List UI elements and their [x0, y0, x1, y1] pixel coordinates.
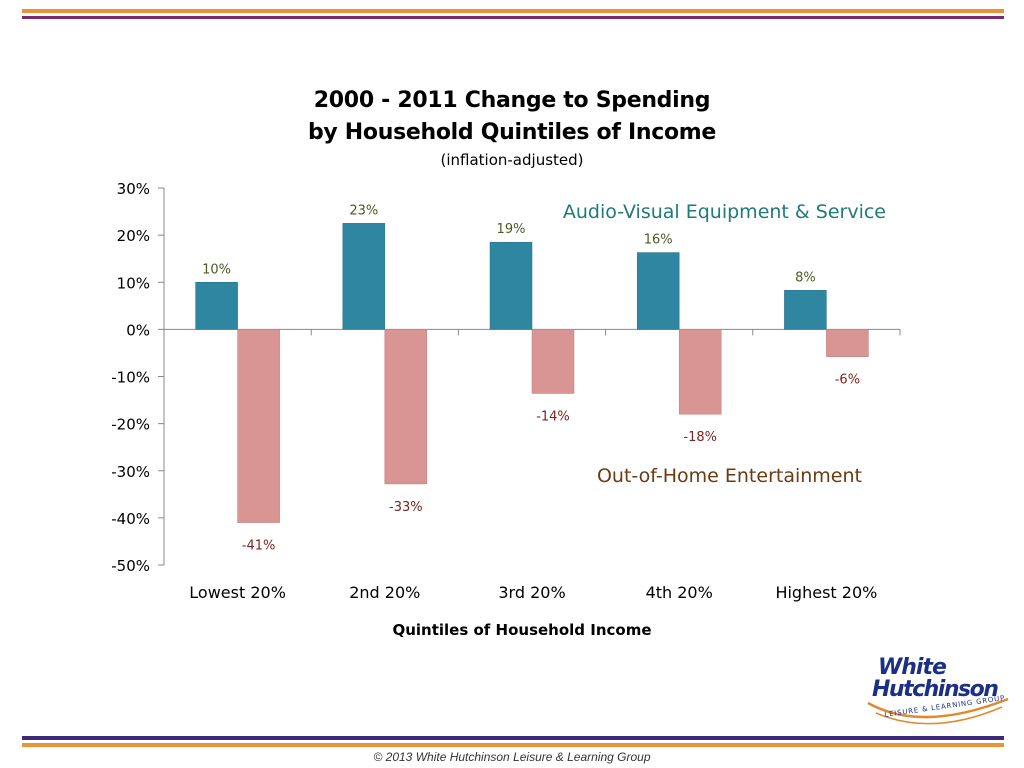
y-tick-label: -30% [111, 463, 150, 481]
x-category-label: 3rd 20% [498, 583, 565, 602]
data-label-out-of-home: -14% [536, 409, 570, 424]
y-tick-label: 0% [126, 321, 150, 339]
chart-title-line2: by Household Quintiles of Income [307, 120, 717, 145]
bar-audio-visual [195, 282, 238, 330]
bar-audio-visual [342, 223, 386, 330]
x-category-label: Highest 20% [775, 583, 877, 602]
data-label-out-of-home: -33% [389, 500, 423, 515]
footer-copyright: © 2013 White Hutchinson Leisure & Learni… [373, 750, 651, 764]
bar-audio-visual [636, 252, 680, 330]
bar-out-of-home [826, 329, 869, 357]
y-tick-label: -20% [111, 416, 150, 434]
chart-title: 2000 - 2011 Change to Spending [313, 88, 711, 113]
chart-subtitle: (inflation-adjusted) [440, 151, 584, 169]
y-tick-label: 10% [117, 274, 150, 292]
footer-band-orange [22, 743, 1004, 747]
y-tick-label: -50% [111, 557, 150, 575]
y-tick-label: 30% [117, 180, 150, 198]
y-tick-label: 20% [117, 227, 150, 245]
y-tick-label: -10% [111, 369, 150, 387]
x-axis-title: Quintiles of Household Income [392, 621, 651, 639]
bar-out-of-home [531, 329, 575, 394]
chart-title-block: 2000 - 2011 Change to Spending by Househ… [0, 85, 1024, 171]
swoosh-logo-icon [867, 697, 1009, 725]
bar-out-of-home [678, 329, 722, 415]
bar-audio-visual [784, 290, 827, 330]
series-label-out-of-home: Out-of-Home Entertainment [597, 465, 862, 487]
data-label-out-of-home: -18% [683, 430, 717, 445]
data-label-out-of-home: -41% [242, 539, 276, 554]
x-category-label: 2nd 20% [349, 583, 420, 602]
header-band-purple [22, 16, 1004, 19]
header-band-orange [22, 9, 1004, 13]
data-label-audio-visual: 16% [644, 233, 673, 248]
bar-audio-visual [489, 241, 533, 330]
bar-out-of-home [237, 329, 280, 523]
x-category-label: Lowest 20% [189, 583, 286, 602]
footer-band-purple [22, 736, 1004, 740]
data-label-audio-visual: 19% [497, 222, 526, 237]
data-label-audio-visual: 23% [349, 203, 378, 218]
company-logo: White Hutchinson LEISURE & LEARNING GROU… [862, 655, 1012, 730]
bar-out-of-home [384, 329, 428, 485]
data-label-audio-visual: 8% [795, 270, 816, 285]
series-label-audio-visual: Audio-Visual Equipment & Service [563, 201, 886, 223]
x-category-label: 4th 20% [646, 583, 713, 602]
y-tick-label: -40% [111, 510, 150, 528]
logo-text-hutchinson: Hutchinson [872, 677, 999, 702]
data-label-audio-visual: 10% [202, 262, 231, 277]
data-label-out-of-home: -6% [835, 373, 860, 388]
logo-text-white: White [878, 655, 947, 680]
